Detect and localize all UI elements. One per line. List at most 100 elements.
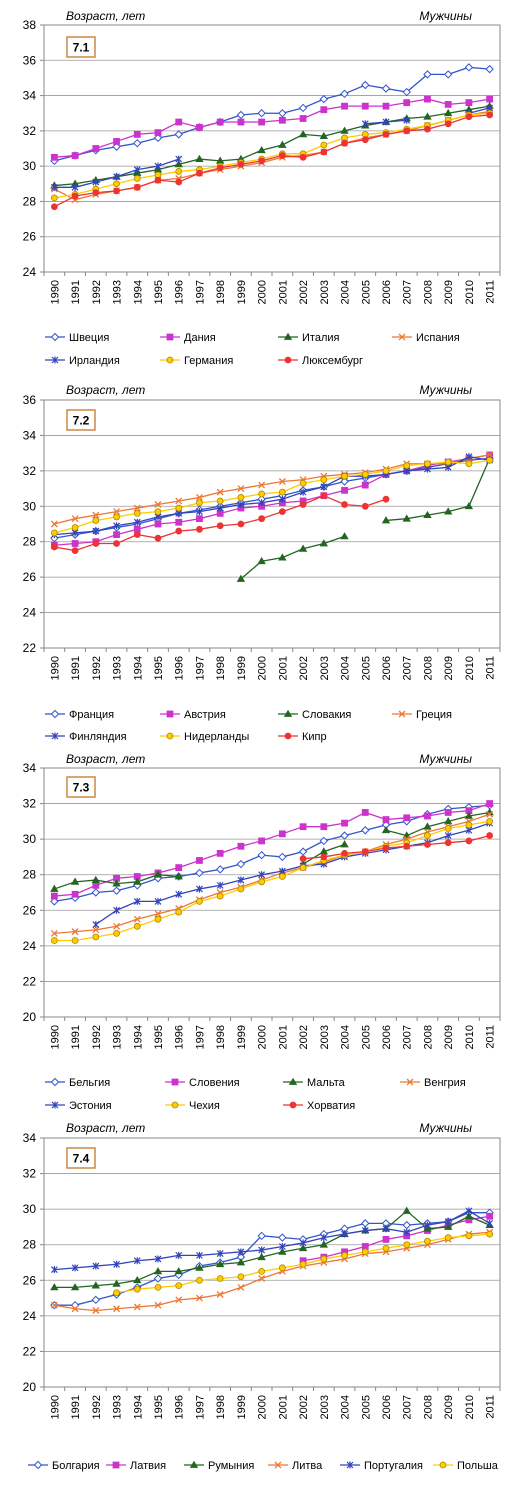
data-point bbox=[278, 1264, 286, 1272]
x-tick-label: 2003 bbox=[319, 656, 331, 680]
data-point bbox=[175, 1296, 183, 1304]
legend-label: Испания bbox=[416, 332, 460, 344]
data-point bbox=[196, 1276, 203, 1284]
data-point bbox=[154, 129, 162, 137]
data-point bbox=[91, 1295, 101, 1305]
x-tick-label: 2011 bbox=[485, 656, 497, 680]
x-tick-label: 2002 bbox=[298, 656, 310, 680]
data-point bbox=[465, 99, 473, 107]
data-point bbox=[50, 183, 58, 191]
data-point bbox=[382, 130, 390, 138]
data-point bbox=[465, 113, 473, 121]
legend-marker bbox=[289, 1101, 297, 1109]
legend-item: Румыния bbox=[184, 1460, 254, 1472]
data-point bbox=[423, 822, 432, 830]
data-point bbox=[175, 1282, 183, 1290]
series-7 bbox=[299, 832, 494, 863]
y-tick-label: 28 bbox=[23, 1238, 37, 1252]
data-point bbox=[174, 1267, 183, 1275]
y-tick-label: 26 bbox=[23, 230, 37, 244]
data-point bbox=[154, 910, 162, 918]
series-line bbox=[468, 107, 490, 114]
legend-item: Франция bbox=[45, 709, 114, 721]
data-point bbox=[340, 532, 349, 540]
data-point bbox=[113, 540, 120, 547]
legend-marker bbox=[51, 356, 59, 364]
data-point bbox=[423, 510, 432, 519]
chart-annotation: Мужчины bbox=[419, 1121, 472, 1135]
data-point bbox=[486, 810, 494, 818]
data-point bbox=[278, 488, 286, 496]
legend-marker bbox=[166, 333, 174, 341]
data-point bbox=[403, 1241, 411, 1249]
data-point bbox=[486, 1219, 494, 1227]
data-point bbox=[278, 553, 287, 561]
plot-area bbox=[43, 767, 501, 1018]
data-point bbox=[236, 110, 246, 120]
data-point bbox=[403, 814, 411, 822]
x-tick-label: 2003 bbox=[319, 1395, 331, 1419]
legend: Болгария Латвия Румыния Литва Португалия Поль… bbox=[28, 1460, 499, 1472]
legend-marker bbox=[284, 732, 292, 740]
series-line bbox=[54, 1210, 490, 1271]
legend-item: Кипр bbox=[278, 731, 327, 743]
data-point bbox=[133, 1303, 141, 1311]
y-tick-label: 24 bbox=[23, 939, 37, 953]
data-point bbox=[320, 148, 328, 156]
data-point bbox=[196, 123, 203, 131]
data-point bbox=[319, 539, 329, 547]
x-tick-label: 1990 bbox=[49, 656, 61, 680]
data-point bbox=[153, 1267, 163, 1275]
data-point bbox=[133, 531, 141, 539]
legend-label: Бельгия bbox=[69, 1077, 110, 1089]
data-point bbox=[486, 1212, 494, 1220]
data-point bbox=[133, 166, 141, 174]
data-point bbox=[133, 922, 141, 930]
data-point bbox=[424, 841, 431, 848]
data-point bbox=[424, 1221, 431, 1229]
data-point bbox=[465, 460, 473, 468]
legend-item: Финляндия bbox=[45, 731, 127, 743]
x-tick-label: 1999 bbox=[236, 1395, 248, 1419]
x-tick-label: 1992 bbox=[91, 280, 103, 304]
x-tick-label: 2008 bbox=[422, 1025, 434, 1049]
data-point bbox=[443, 817, 453, 825]
x-tick-label: 2009 bbox=[443, 280, 455, 304]
data-point bbox=[112, 1279, 121, 1287]
data-point bbox=[71, 152, 79, 159]
data-point bbox=[113, 187, 120, 195]
data-point bbox=[50, 203, 58, 211]
legend-marker bbox=[51, 732, 59, 740]
x-tick-label: 2011 bbox=[485, 1025, 497, 1049]
data-point bbox=[382, 118, 390, 126]
x-tick-label: 1998 bbox=[215, 656, 227, 680]
legend-marker bbox=[398, 333, 406, 341]
data-point bbox=[237, 520, 245, 528]
legend-item: Бельгия bbox=[45, 1077, 110, 1089]
data-point bbox=[444, 100, 452, 108]
data-point bbox=[340, 477, 349, 486]
data-point bbox=[319, 94, 329, 104]
x-tick-label: 2010 bbox=[464, 656, 476, 680]
data-point bbox=[92, 517, 100, 524]
data-point bbox=[70, 877, 80, 885]
series-line bbox=[385, 458, 491, 522]
data-point bbox=[361, 470, 369, 478]
legend-item: Литва bbox=[268, 1460, 323, 1472]
legend-label: Мальта bbox=[307, 1077, 346, 1089]
chart-2: 22 24 26 28 30 32 34 36 1990 1991 1992 1993 1994 1995… bbox=[23, 383, 501, 743]
data-point bbox=[361, 102, 369, 110]
y-tick-label: 36 bbox=[23, 393, 37, 407]
y-tick-label: 30 bbox=[23, 832, 37, 846]
y-axis-label: Возраст, лет bbox=[66, 9, 145, 23]
data-point bbox=[278, 140, 287, 148]
y-tick-label: 34 bbox=[23, 1131, 37, 1145]
data-point bbox=[258, 1246, 266, 1254]
data-point bbox=[258, 499, 266, 507]
data-point bbox=[444, 839, 452, 847]
data-point bbox=[486, 456, 494, 464]
legend-label: Эстония bbox=[69, 1100, 112, 1112]
data-point bbox=[278, 116, 286, 124]
data-point bbox=[133, 1285, 141, 1293]
legend-label: Швеция bbox=[69, 332, 109, 344]
